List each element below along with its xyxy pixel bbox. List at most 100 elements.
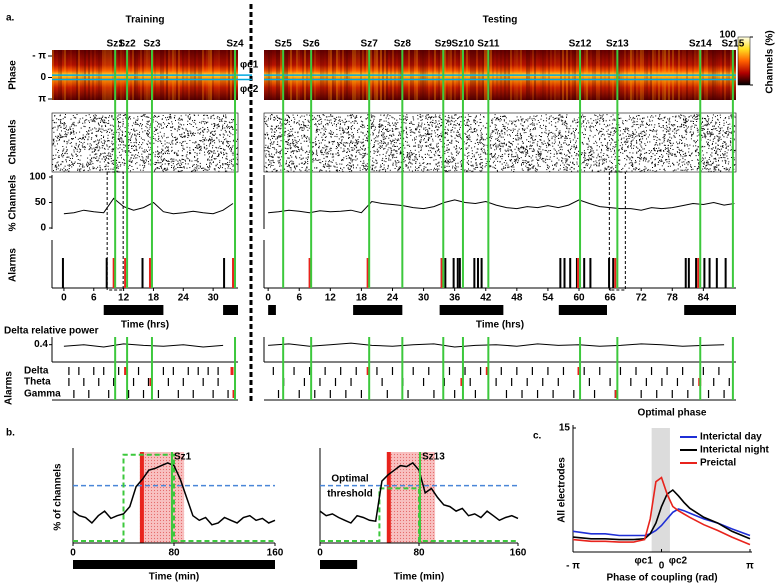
raster-dot [152, 136, 154, 138]
raster-dot [86, 166, 88, 168]
raster-dot [532, 122, 534, 124]
raster-dot [481, 137, 483, 139]
raster-dot [702, 128, 704, 129]
raster-dot [209, 165, 211, 167]
raster-dot [682, 137, 684, 139]
raster-dot [326, 151, 328, 153]
raster-dot [359, 169, 361, 171]
raster-dot [375, 162, 377, 164]
raster-dot [142, 119, 143, 121]
raster-dot [663, 150, 664, 152]
raster-dot [68, 165, 70, 167]
raster-dot [311, 150, 313, 152]
raster-dot [611, 170, 613, 171]
raster-dot [156, 128, 158, 130]
raster-dot [360, 116, 362, 118]
raster-dot [131, 148, 133, 149]
raster-dot [218, 153, 219, 155]
raster-dot [203, 167, 205, 169]
raster-dot [353, 134, 354, 136]
raster-dot [410, 129, 412, 131]
raster-dot [158, 156, 159, 158]
raster-dot [91, 158, 92, 160]
raster-dot [289, 131, 291, 133]
raster-dot [314, 167, 316, 169]
raster-dot [568, 144, 570, 146]
raster-dot [388, 159, 390, 161]
band-alarm [147, 378, 150, 386]
raster-dot [418, 154, 420, 156]
raster-dot [371, 117, 373, 119]
raster-dot [278, 160, 280, 162]
raster-dot [153, 130, 155, 132]
raster-dot [698, 163, 700, 165]
raster-dot [661, 160, 663, 162]
raster-dot [406, 114, 408, 116]
raster-dot [133, 122, 135, 124]
raster-dot [397, 138, 399, 140]
raster-dot [82, 134, 84, 136]
raster-dot [210, 139, 212, 141]
raster-dot [118, 121, 119, 122]
raster-dot [509, 149, 511, 151]
raster-dot [425, 115, 427, 117]
raster-dot [534, 139, 536, 141]
raster-dot [367, 125, 369, 127]
raster-dot [641, 124, 643, 126]
raster-dot [291, 163, 293, 165]
raster-dot [711, 134, 713, 136]
raster-dot [397, 160, 399, 161]
raster-dot [374, 167, 376, 169]
raster-dot [408, 153, 410, 155]
raster-dot [663, 139, 665, 141]
raster-dot [521, 118, 523, 120]
raster-dot [96, 160, 98, 162]
raster-dot [651, 115, 653, 117]
raster-dot [725, 167, 727, 169]
raster-dot [553, 148, 555, 150]
raster-dot [482, 165, 484, 167]
raster-dot [674, 169, 675, 171]
raster-dot [366, 137, 367, 139]
raster-dot [113, 163, 115, 165]
raster-dot [439, 135, 440, 136]
raster-dot [423, 127, 425, 129]
alarm [61, 258, 64, 288]
raster-dot [719, 136, 721, 138]
raster-dot [722, 154, 724, 156]
raster-dot [292, 141, 294, 143]
raster-dot [331, 141, 333, 143]
raster-dot [72, 115, 74, 116]
raster-dot [507, 134, 509, 136]
raster-dot [536, 145, 538, 147]
raster-dot [539, 156, 541, 158]
raster-dot [679, 166, 681, 168]
raster-dot [420, 117, 422, 118]
raster-dot [651, 130, 653, 132]
raster-dot [610, 138, 612, 140]
raster-dot [292, 161, 294, 163]
raster-dot [728, 145, 729, 147]
raster-dot [347, 167, 349, 169]
raster-dot [179, 142, 181, 144]
raster-dot [560, 134, 562, 136]
raster-dot [335, 170, 337, 172]
raster-dot [511, 151, 513, 153]
raster-dot [122, 144, 124, 146]
raster-dot [728, 133, 730, 135]
raster-dot [523, 122, 525, 123]
raster-dot [332, 153, 334, 155]
raster-dot [381, 142, 383, 144]
raster-dot [696, 141, 697, 143]
raster-dot [585, 164, 587, 166]
raster-dot [504, 167, 506, 169]
raster-dot [538, 145, 540, 147]
raster-dot [659, 114, 661, 116]
raster-dot [526, 145, 528, 147]
raster-dot [519, 132, 521, 134]
raster-dot [521, 152, 523, 154]
raster-dot [216, 127, 218, 129]
raster-dot [630, 134, 632, 136]
raster-dot [636, 152, 638, 154]
raster-dot [342, 121, 344, 123]
